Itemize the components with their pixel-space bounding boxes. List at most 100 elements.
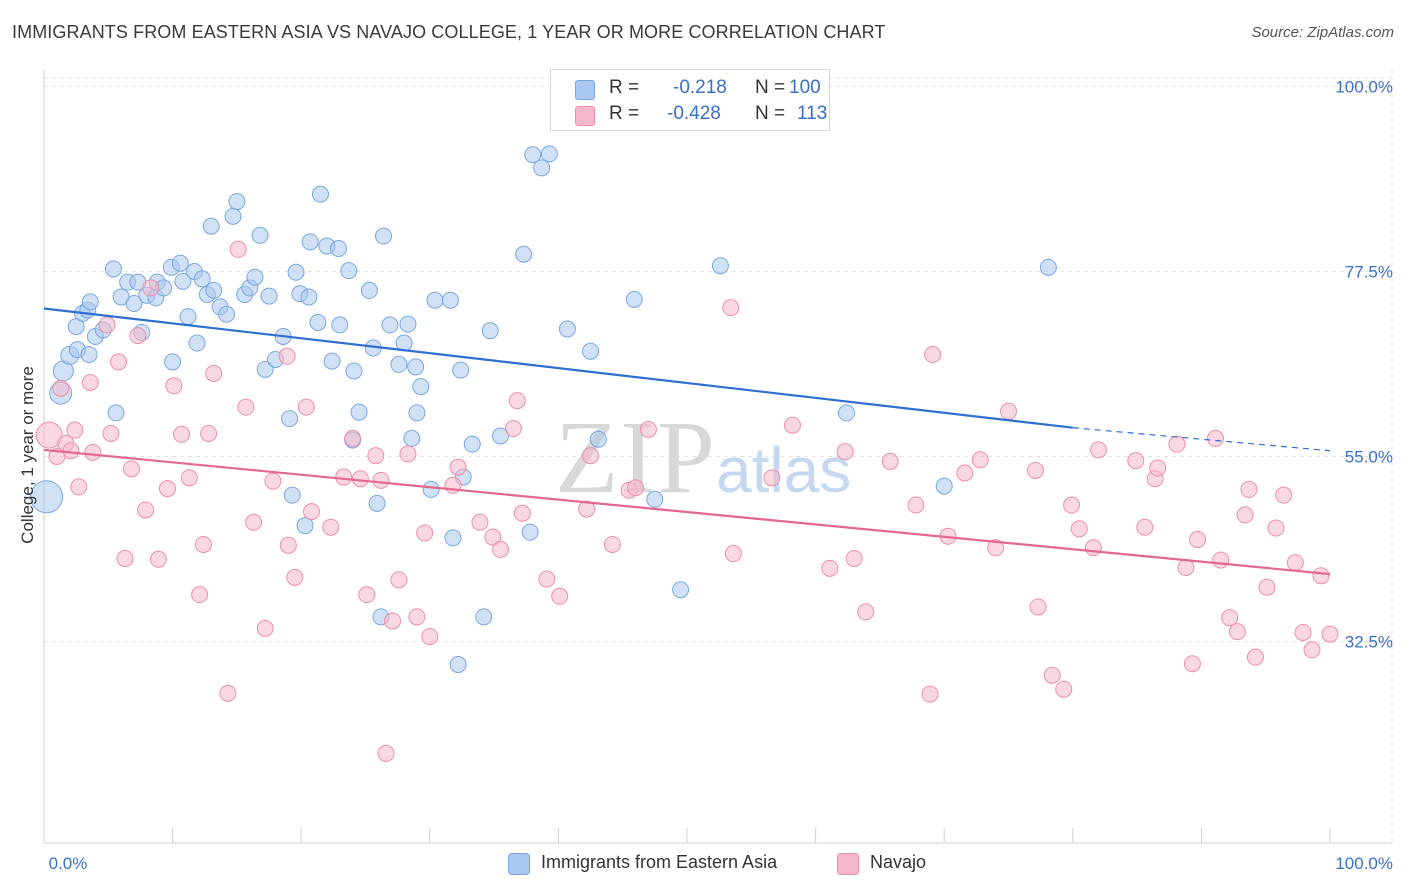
- point-eastern-asia: [340, 262, 358, 280]
- point-navajo: [158, 480, 176, 498]
- point-navajo: [1294, 623, 1312, 641]
- point-navajo: [229, 240, 247, 258]
- point-navajo: [924, 346, 942, 364]
- point-navajo: [390, 571, 408, 589]
- bottom-legend-swatch-eastern-asia: [508, 853, 530, 875]
- point-navajo: [358, 586, 376, 604]
- point-eastern-asia: [426, 291, 444, 309]
- point-eastern-asia: [444, 529, 462, 547]
- point-eastern-asia: [331, 316, 349, 334]
- point-navajo: [1240, 480, 1258, 498]
- point-navajo: [70, 478, 88, 496]
- chart-title: IMMIGRANTS FROM EASTERN ASIA VS NAVAJO C…: [12, 22, 886, 42]
- legend-n-value: 113: [797, 103, 828, 124]
- point-navajo: [603, 535, 621, 553]
- point-navajo: [286, 568, 304, 586]
- point-eastern-asia: [323, 352, 341, 370]
- point-navajo: [62, 442, 80, 460]
- point-navajo: [1207, 429, 1225, 447]
- point-navajo: [194, 535, 212, 553]
- grid-lines: [44, 70, 1393, 843]
- point-navajo: [279, 536, 297, 554]
- point-eastern-asia: [368, 494, 386, 512]
- legend-n-value: 100: [789, 77, 821, 98]
- point-navajo: [881, 452, 899, 470]
- y-tick-label: 100.0%: [1335, 77, 1393, 96]
- point-navajo: [492, 540, 510, 558]
- point-navajo: [256, 619, 274, 637]
- point-eastern-asia: [81, 293, 99, 311]
- point-eastern-asia: [107, 404, 125, 422]
- point-eastern-asia: [218, 305, 236, 323]
- point-navajo: [845, 549, 863, 567]
- point-navajo: [205, 364, 223, 382]
- point-navajo: [52, 379, 70, 397]
- legend-r-value: -0.218: [673, 77, 727, 98]
- point-navajo: [578, 500, 596, 518]
- point-eastern-asia: [521, 523, 539, 541]
- point-navajo: [98, 316, 116, 334]
- trend-lines: [43, 307, 1331, 576]
- legend-r-label: R =: [609, 103, 640, 124]
- point-eastern-asia: [345, 362, 363, 380]
- legend-swatch-eastern-asia: [575, 80, 595, 100]
- point-navajo: [508, 392, 526, 410]
- x-tick-label: 0.0%: [49, 854, 88, 873]
- point-navajo: [783, 416, 801, 434]
- point-navajo: [1286, 554, 1304, 572]
- point-eastern-asia: [281, 410, 299, 428]
- point-eastern-asia: [375, 227, 393, 245]
- point-navajo: [582, 447, 600, 465]
- point-navajo: [1267, 519, 1285, 537]
- point-eastern-asia: [558, 320, 576, 338]
- legend-r-label: R =: [609, 77, 640, 98]
- point-navajo: [335, 468, 353, 486]
- point-navajo: [551, 587, 569, 605]
- point-eastern-asia: [412, 378, 430, 396]
- point-navajo: [116, 549, 134, 567]
- point-navajo: [504, 420, 522, 438]
- point-navajo: [110, 353, 128, 371]
- point-navajo: [763, 469, 781, 487]
- point-eastern-asia: [408, 404, 426, 422]
- point-eastern-asia: [228, 193, 246, 211]
- point-navajo: [1221, 609, 1239, 627]
- stats-legend: R = -0.218 N = 100 R = -0.428 N = 113: [550, 69, 830, 131]
- point-eastern-asia: [533, 159, 551, 177]
- point-navajo: [1055, 680, 1073, 698]
- point-navajo: [1149, 459, 1167, 477]
- point-navajo: [219, 684, 237, 702]
- point-eastern-asia: [582, 342, 600, 360]
- axes: [43, 70, 1392, 844]
- point-eastern-asia: [540, 145, 558, 163]
- watermark: ZIP atlas: [555, 400, 851, 515]
- legend-swatch-navajo: [575, 106, 595, 126]
- point-eastern-asia: [125, 295, 143, 313]
- point-eastern-asia: [475, 608, 493, 626]
- point-eastern-asia: [174, 272, 192, 290]
- point-navajo: [857, 603, 875, 621]
- point-eastern-asia: [256, 360, 274, 378]
- point-navajo: [344, 429, 362, 447]
- point-navajo: [278, 347, 296, 365]
- point-eastern-asia: [449, 656, 467, 674]
- trend-line-extension: [1072, 427, 1331, 452]
- point-eastern-asia: [492, 427, 510, 445]
- point-navajo: [264, 472, 282, 490]
- point-navajo: [1228, 623, 1246, 641]
- point-navajo: [200, 424, 218, 442]
- point-eastern-asia: [524, 146, 542, 164]
- point-navajo: [921, 685, 939, 703]
- point-navajo: [351, 470, 369, 488]
- point-eastern-asia: [441, 291, 459, 309]
- point-navajo: [1303, 641, 1321, 659]
- point-eastern-asia: [350, 403, 368, 421]
- point-eastern-asia: [246, 268, 264, 286]
- point-eastern-asia: [515, 245, 533, 263]
- point-navajo: [377, 744, 395, 762]
- point-eastern-asia: [463, 435, 481, 453]
- point-eastern-asia: [224, 207, 242, 225]
- point-eastern-asia: [1039, 258, 1057, 276]
- point-navajo: [1275, 486, 1293, 504]
- point-eastern-asia: [301, 233, 319, 251]
